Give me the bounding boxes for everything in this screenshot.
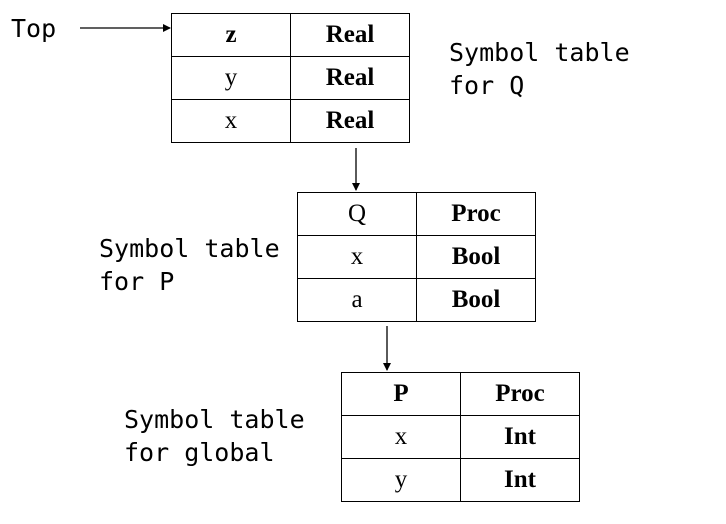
table-row: x Bool xyxy=(297,235,536,279)
caption-p-line-2: for P xyxy=(99,267,175,296)
symbol-type: Proc xyxy=(416,192,536,236)
table-row: x Int xyxy=(341,415,580,459)
symbol-type: Int xyxy=(460,458,580,502)
symbol-type: Real xyxy=(290,99,410,143)
symbol-type: Real xyxy=(290,56,410,100)
symbol-table-global: P Proc x Int y Int xyxy=(341,372,580,502)
caption-global-line-2: for global xyxy=(124,438,275,467)
symbol-type: Bool xyxy=(416,278,536,322)
top-pointer-label: Top xyxy=(11,14,57,43)
symbol-type: Proc xyxy=(460,372,580,416)
caption-p-line-1: Symbol table xyxy=(99,234,280,263)
caption-q-line-1: Symbol table xyxy=(449,38,630,67)
table-row: x Real xyxy=(171,99,410,143)
symbol-name: P xyxy=(341,372,461,416)
caption-global-line-1: Symbol table xyxy=(124,405,305,434)
symbol-name: y xyxy=(171,56,291,100)
table-row: Q Proc xyxy=(297,192,536,236)
table-row: z Real xyxy=(171,13,410,57)
symbol-name: z xyxy=(171,13,291,57)
table-row: y Real xyxy=(171,56,410,100)
table-row: y Int xyxy=(341,458,580,502)
symbol-type: Bool xyxy=(416,235,536,279)
symbol-type: Int xyxy=(460,415,580,459)
table-row: a Bool xyxy=(297,278,536,322)
symbol-name: x xyxy=(297,235,417,279)
table-row: P Proc xyxy=(341,372,580,416)
symbol-name: Q xyxy=(297,192,417,236)
symbol-name: a xyxy=(297,278,417,322)
symbol-table-p: Q Proc x Bool a Bool xyxy=(297,192,536,322)
caption-q-line-2: for Q xyxy=(449,71,525,100)
symbol-name: x xyxy=(341,415,461,459)
symbol-name: y xyxy=(341,458,461,502)
symbol-name: x xyxy=(171,99,291,143)
symbol-type: Real xyxy=(290,13,410,57)
symbol-table-q: z Real y Real x Real xyxy=(171,13,410,143)
